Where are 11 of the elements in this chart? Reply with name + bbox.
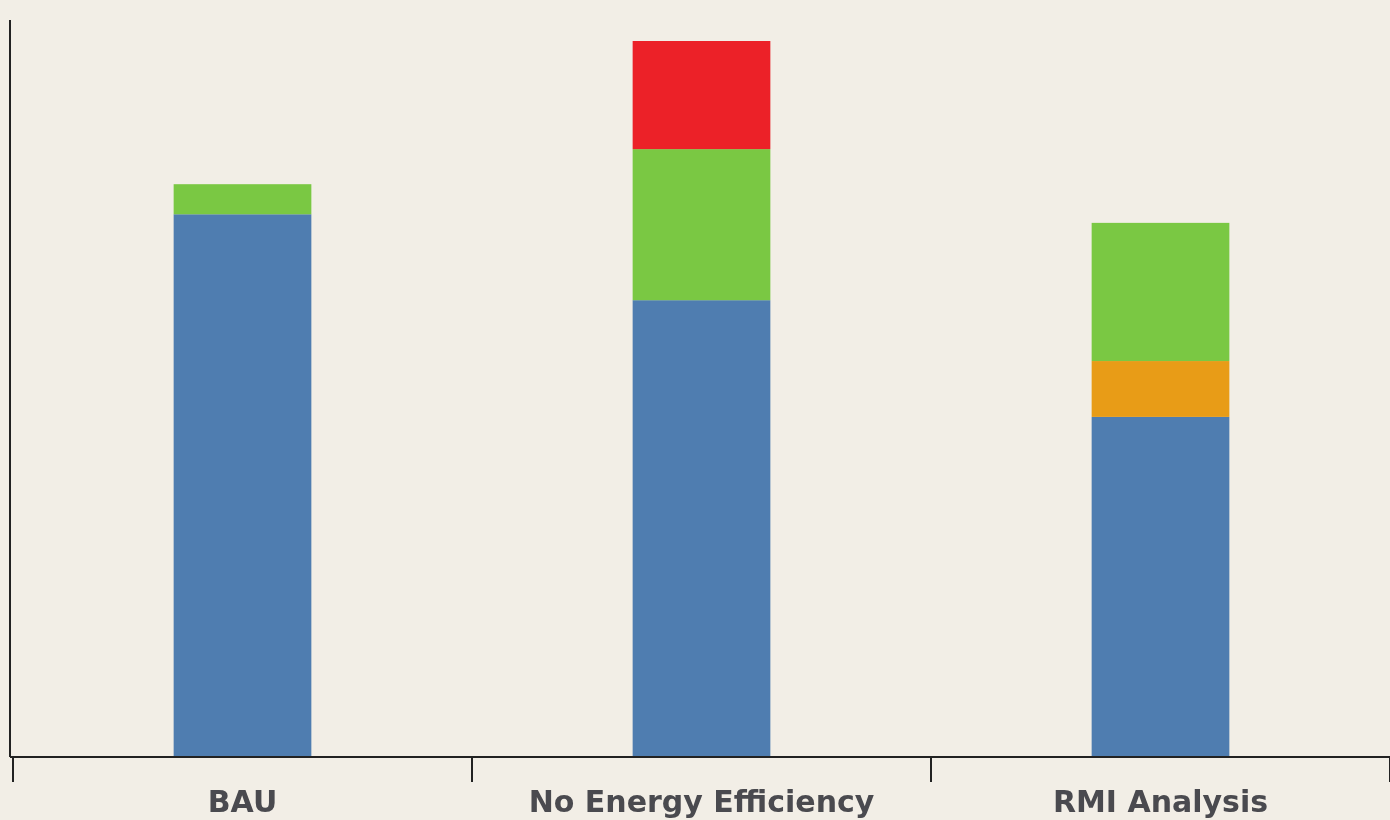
bar — [632, 149, 771, 301]
bar — [1091, 416, 1230, 757]
x-tick-label: RMI Analysis — [1052, 784, 1269, 819]
x-tick-label: BAU — [207, 784, 278, 819]
bar — [173, 184, 312, 215]
bar — [1091, 361, 1230, 417]
bar — [173, 214, 312, 757]
bar — [1091, 222, 1230, 362]
bar — [632, 41, 771, 150]
x-tick-label: No Energy Efficiency — [528, 784, 875, 819]
bar — [632, 300, 771, 757]
